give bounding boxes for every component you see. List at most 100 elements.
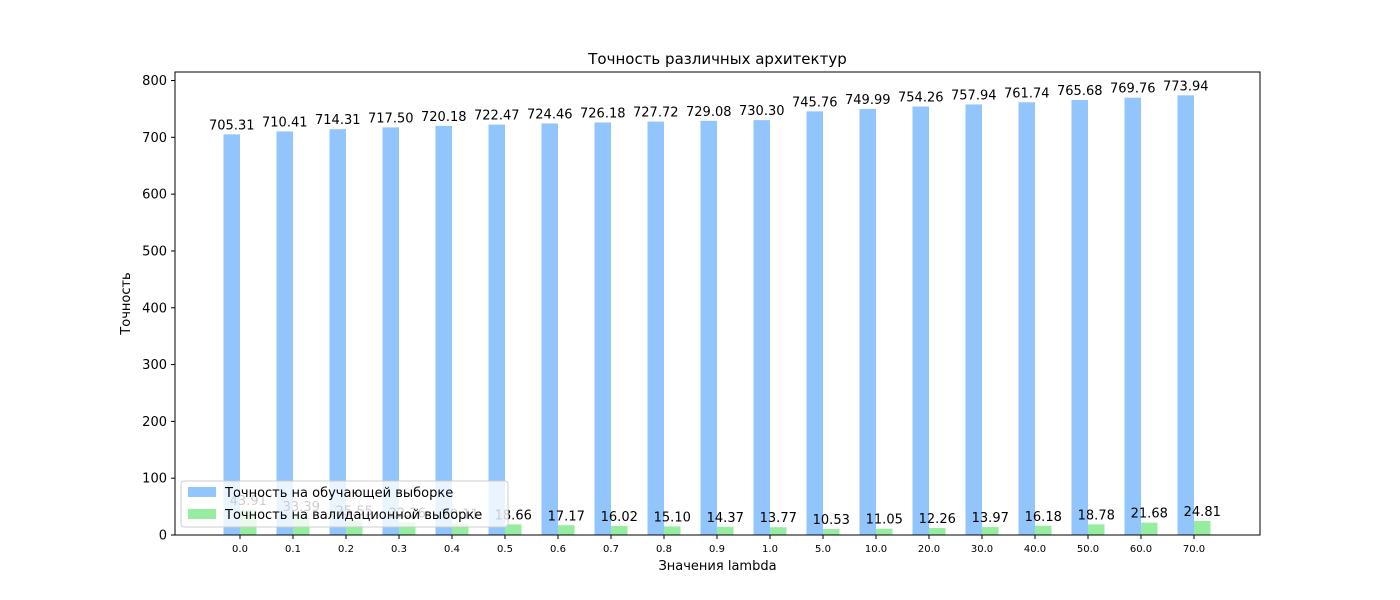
y-tick-label-0: 0 <box>159 529 167 544</box>
validation-value-label-18: 24.81 <box>1184 505 1221 520</box>
train-value-label-8: 727.72 <box>633 106 679 121</box>
x-tick-label-13: 20.0 <box>918 544 940 555</box>
legend-swatch-validation <box>188 509 216 519</box>
train-bar-6 <box>541 123 558 535</box>
train-bar-0 <box>223 134 240 535</box>
validation-bar-9 <box>717 526 734 535</box>
train-bar-8 <box>647 121 664 535</box>
validation-bar-5 <box>505 524 522 535</box>
y-tick-label-6: 600 <box>142 188 167 203</box>
train-bar-13 <box>912 106 929 535</box>
validation-bar-15 <box>1035 525 1052 535</box>
train-bar-7 <box>594 122 611 536</box>
train-value-label-13: 754.26 <box>898 91 944 106</box>
y-tick-label-3: 300 <box>142 358 167 373</box>
x-tick-label-17: 60.0 <box>1130 544 1152 555</box>
train-value-label-10: 730.30 <box>739 104 785 119</box>
x-tick-label-14: 30.0 <box>971 544 993 555</box>
ticks-layer: 0 100 200 300 400 500 600 700 800 0.0 0.1 0.2 0.3 0.4… <box>142 74 1205 555</box>
validation-bar-6 <box>558 525 575 535</box>
x-tick-label-5: 0.5 <box>497 544 513 555</box>
validation-bar-18 <box>1194 520 1211 535</box>
validation-value-label-16: 18.78 <box>1078 508 1115 523</box>
validation-value-label-8: 15.10 <box>654 510 691 525</box>
legend-label-train: Точность на обучающей выборке <box>224 486 453 501</box>
train-value-label-3: 717.50 <box>368 111 414 126</box>
x-tick-label-3: 0.3 <box>391 544 407 555</box>
x-tick-label-12: 10.0 <box>865 544 887 555</box>
validation-value-label-11: 10.53 <box>813 513 850 528</box>
validation-value-label-9: 14.37 <box>707 511 744 526</box>
validation-value-label-14: 13.97 <box>972 511 1009 526</box>
train-bar-2 <box>329 129 346 535</box>
validation-bar-4 <box>452 523 469 535</box>
train-bar-1 <box>276 131 293 536</box>
train-value-label-1: 710.41 <box>262 115 308 130</box>
y-tick-label-7: 700 <box>142 131 167 146</box>
legend: Точность на обучающей выборке Точность н… <box>180 480 509 528</box>
train-value-label-7: 726.18 <box>580 106 626 121</box>
legend-label-validation: Точность на валидационной выборке <box>224 508 482 523</box>
validation-bar-11 <box>823 529 840 535</box>
train-bar-4 <box>435 125 452 536</box>
train-value-label-0: 705.31 <box>209 118 255 133</box>
x-tick-label-7: 0.7 <box>603 544 619 555</box>
x-tick-label-16: 50.0 <box>1077 544 1099 555</box>
train-value-label-6: 724.46 <box>527 107 573 122</box>
x-tick-label-11: 5.0 <box>815 544 831 555</box>
train-value-label-9: 729.08 <box>686 105 732 120</box>
train-value-label-2: 714.31 <box>315 113 361 128</box>
validation-bar-13 <box>929 528 946 535</box>
train-bar-14 <box>965 104 982 536</box>
train-value-label-14: 757.94 <box>951 88 997 103</box>
train-bar-11 <box>806 111 823 535</box>
y-tick-label-5: 500 <box>142 244 167 259</box>
x-tick-label-6: 0.6 <box>550 544 566 555</box>
validation-value-label-6: 17.17 <box>548 509 585 524</box>
train-value-label-15: 761.74 <box>1004 86 1050 101</box>
train-bar-3 <box>382 127 399 535</box>
train-value-label-18: 773.94 <box>1163 79 1209 94</box>
train-value-label-17: 769.76 <box>1110 82 1156 97</box>
train-bar-9 <box>700 120 717 535</box>
validation-value-label-12: 11.05 <box>866 513 903 528</box>
x-tick-label-9: 0.9 <box>709 544 725 555</box>
train-value-label-12: 749.99 <box>845 93 891 108</box>
validation-bar-14 <box>982 527 999 535</box>
x-axis-label: Значения lambda <box>658 559 776 574</box>
y-tick-label-4: 400 <box>142 301 167 316</box>
chart-title: Точность различных архитектур <box>587 50 846 68</box>
train-bar-10 <box>753 120 770 536</box>
y-tick-label-8: 800 <box>142 74 167 89</box>
x-tick-label-10: 1.0 <box>762 544 778 555</box>
train-bar-18 <box>1177 95 1194 535</box>
train-bar-12 <box>859 108 876 536</box>
validation-value-label-7: 16.02 <box>601 510 638 525</box>
validation-value-label-15: 16.18 <box>1025 510 1062 525</box>
train-bar-17 <box>1124 97 1141 535</box>
train-bar-16 <box>1071 100 1088 536</box>
train-bar-15 <box>1018 102 1035 535</box>
validation-bar-17 <box>1141 522 1158 535</box>
x-tick-label-0: 0.0 <box>232 544 248 555</box>
validation-bar-16 <box>1088 524 1105 535</box>
y-tick-label-2: 200 <box>142 415 167 430</box>
y-axis-label: Точность <box>119 272 134 335</box>
x-tick-label-8: 0.8 <box>656 544 672 555</box>
validation-bar-10 <box>770 527 787 535</box>
validation-value-label-13: 12.26 <box>919 512 956 527</box>
x-tick-label-4: 0.4 <box>444 544 460 555</box>
x-tick-label-2: 0.2 <box>338 544 354 555</box>
train-value-label-11: 745.76 <box>792 95 838 110</box>
y-tick-label-1: 100 <box>142 472 167 487</box>
train-value-label-16: 765.68 <box>1057 84 1103 99</box>
x-tick-label-1: 0.1 <box>285 544 301 555</box>
validation-bar-8 <box>664 526 681 535</box>
validation-bar-7 <box>611 525 628 535</box>
x-tick-label-15: 40.0 <box>1024 544 1046 555</box>
legend-swatch-train <box>188 487 216 497</box>
validation-bar-12 <box>876 528 893 535</box>
bars-layer <box>223 95 1211 536</box>
train-value-label-5: 722.47 <box>474 109 520 124</box>
